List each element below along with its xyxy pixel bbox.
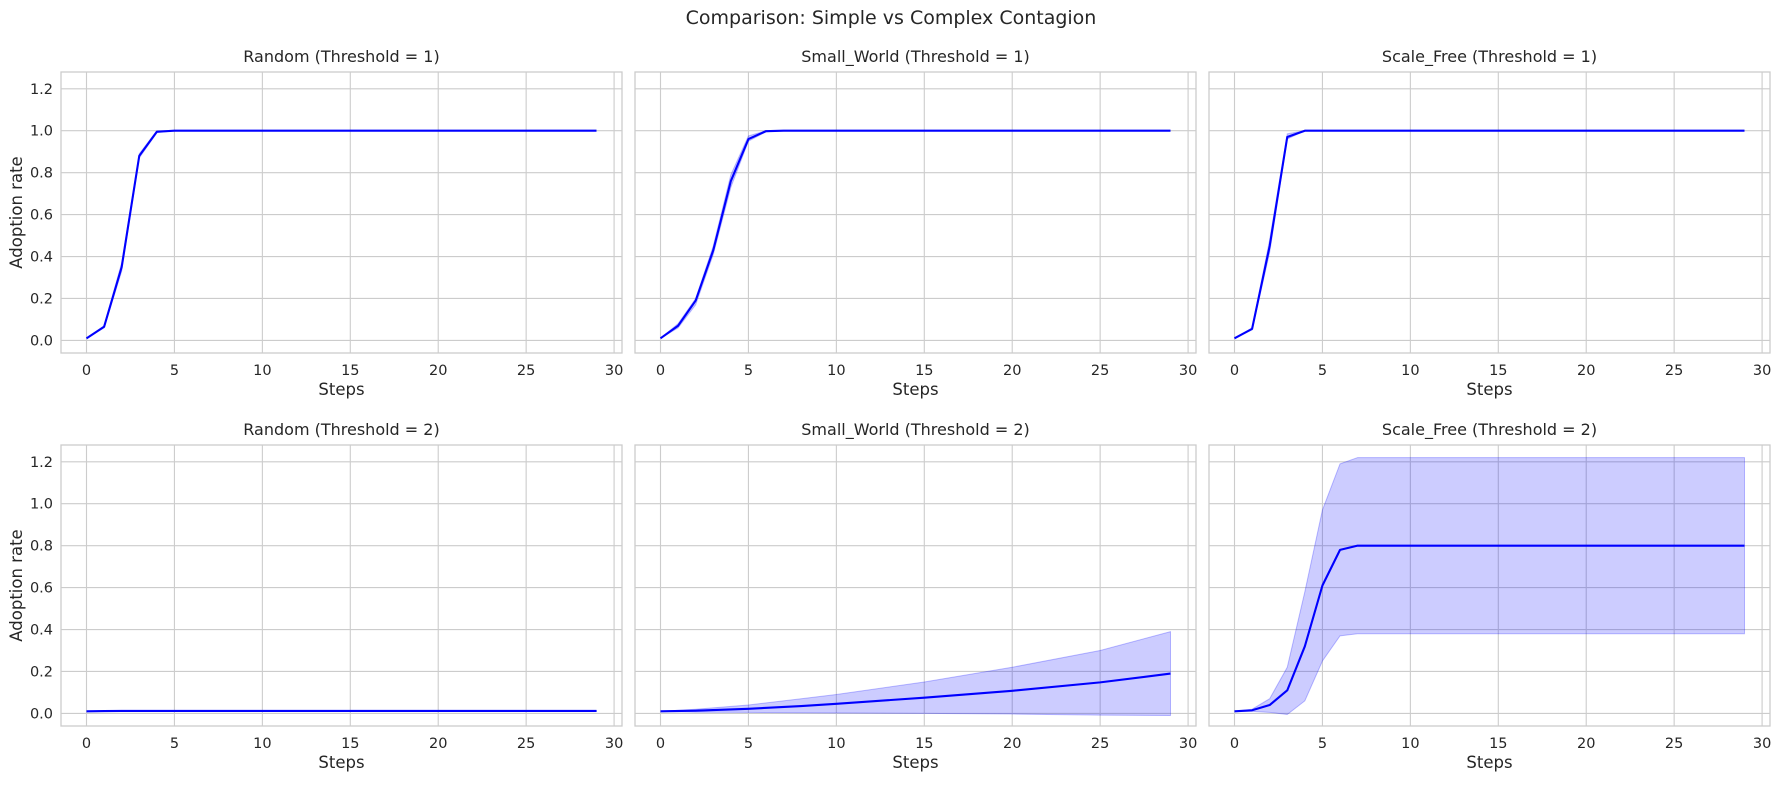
x-tick-label: 0 bbox=[1230, 363, 1239, 379]
subplot-title: Random (Threshold = 2) bbox=[243, 420, 439, 439]
y-axis-label: Adoption rate bbox=[7, 156, 26, 268]
y-tick-label: 0.0 bbox=[30, 333, 53, 349]
x-tick-label: 5 bbox=[1318, 736, 1327, 752]
x-tick-label: 20 bbox=[429, 736, 447, 752]
y-tick-label: 0.4 bbox=[30, 250, 53, 266]
subplot-title: Small_World (Threshold = 1) bbox=[801, 47, 1029, 67]
mean-line bbox=[1234, 544, 1745, 713]
mean-line bbox=[660, 672, 1171, 713]
plot-frame bbox=[634, 71, 1197, 354]
x-axis-label: Steps bbox=[1466, 753, 1512, 772]
subplot-grid: 0 5 10 15 20 25 30 0.0 0.2 0.4 0.6 0.8 1.0 1.2 Random … bbox=[7, 47, 1771, 772]
plot-frame bbox=[1208, 71, 1771, 354]
x-tick-label: 15 bbox=[915, 736, 933, 752]
x-tick-label: 0 bbox=[1230, 736, 1239, 752]
subplot-3: 0 5 10 15 20 25 30 Scale_Free (Threshold = 1) St… bbox=[1208, 47, 1771, 399]
confidence-band bbox=[1234, 130, 1745, 339]
x-tick-label: 25 bbox=[1091, 363, 1109, 379]
x-tick-label: 15 bbox=[915, 363, 933, 379]
subplot-4: 0 5 10 15 20 25 30 0.0 0.2 0.4 0.6 0.8 1.0 1.2 Random … bbox=[7, 420, 623, 772]
x-tick-label: 25 bbox=[517, 736, 535, 752]
y-tick-label: 1.0 bbox=[30, 124, 53, 140]
plot-frame bbox=[60, 71, 623, 354]
confidence-band bbox=[660, 130, 1171, 339]
subplot-title: Scale_Free (Threshold = 2) bbox=[1382, 420, 1597, 440]
x-tick-label: 10 bbox=[1401, 363, 1419, 379]
confidence-band bbox=[86, 130, 597, 339]
x-tick-label: 5 bbox=[170, 736, 179, 752]
x-axis-label: Steps bbox=[318, 753, 364, 772]
x-tick-label: 10 bbox=[253, 363, 271, 379]
plot-frame bbox=[634, 444, 1197, 727]
subplot-1: 0 5 10 15 20 25 30 0.0 0.2 0.4 0.6 0.8 1.0 1.2 Random … bbox=[7, 47, 623, 399]
x-tick-label: 5 bbox=[744, 736, 753, 752]
y-tick-label: 1.0 bbox=[30, 497, 53, 513]
x-axis-label: Steps bbox=[892, 753, 938, 772]
x-tick-label: 30 bbox=[1179, 363, 1197, 379]
x-tick-label: 0 bbox=[82, 736, 91, 752]
subplot-title: Small_World (Threshold = 2) bbox=[801, 420, 1029, 440]
plot-frame bbox=[60, 444, 623, 727]
x-tick-label: 10 bbox=[1401, 736, 1419, 752]
x-tick-label: 20 bbox=[429, 363, 447, 379]
y-tick-label: 0.2 bbox=[30, 291, 53, 307]
x-axis-label: Steps bbox=[1466, 380, 1512, 399]
x-tick-label: 5 bbox=[170, 363, 179, 379]
x-tick-label: 20 bbox=[1577, 363, 1595, 379]
x-tick-label: 10 bbox=[253, 736, 271, 752]
x-tick-label: 25 bbox=[1091, 736, 1109, 752]
subplot-5: 0 5 10 15 20 25 30 Small_World (Threshold = 2) S… bbox=[634, 420, 1197, 772]
subplot-6: 0 5 10 15 20 25 30 Scale_Free (Threshold = 2) St… bbox=[1208, 420, 1771, 772]
x-tick-label: 20 bbox=[1003, 736, 1021, 752]
confidence-band bbox=[1234, 457, 1745, 715]
x-tick-label: 30 bbox=[1179, 736, 1197, 752]
x-tick-label: 15 bbox=[341, 736, 359, 752]
mean-line bbox=[1234, 129, 1745, 340]
x-tick-label: 10 bbox=[827, 736, 845, 752]
mean-line bbox=[85, 129, 597, 340]
figure-title: Comparison: Simple vs Complex Contagion bbox=[686, 7, 1097, 29]
x-tick-label: 0 bbox=[82, 363, 91, 379]
y-tick-label: 0.6 bbox=[30, 581, 53, 597]
y-tick-label: 1.2 bbox=[30, 455, 53, 471]
y-axis-label: Adoption rate bbox=[7, 529, 26, 641]
y-tick-label: 0.8 bbox=[30, 539, 53, 555]
subplot-title: Random (Threshold = 1) bbox=[243, 47, 439, 66]
x-tick-label: 10 bbox=[827, 363, 845, 379]
x-tick-label: 20 bbox=[1577, 736, 1595, 752]
plot-frame bbox=[1208, 444, 1771, 727]
x-tick-label: 0 bbox=[656, 363, 665, 379]
x-tick-label: 25 bbox=[1665, 736, 1683, 752]
x-tick-label: 25 bbox=[517, 363, 535, 379]
y-tick-label: 0.4 bbox=[30, 623, 53, 639]
x-tick-label: 30 bbox=[605, 363, 623, 379]
y-tick-label: 0.0 bbox=[30, 706, 53, 722]
x-tick-label: 15 bbox=[1489, 736, 1507, 752]
x-axis-label: Steps bbox=[892, 380, 938, 399]
y-tick-label: 0.2 bbox=[30, 664, 53, 680]
x-tick-label: 25 bbox=[1665, 363, 1683, 379]
x-tick-label: 30 bbox=[1753, 736, 1771, 752]
x-tick-label: 15 bbox=[1489, 363, 1507, 379]
x-tick-label: 5 bbox=[1318, 363, 1327, 379]
x-tick-label: 5 bbox=[744, 363, 753, 379]
x-tick-label: 20 bbox=[1003, 363, 1021, 379]
x-tick-label: 30 bbox=[605, 736, 623, 752]
subplot-title: Scale_Free (Threshold = 1) bbox=[1382, 47, 1597, 67]
confidence-band bbox=[660, 630, 1171, 717]
x-axis-label: Steps bbox=[318, 380, 364, 399]
x-tick-label: 15 bbox=[341, 363, 359, 379]
y-tick-label: 0.6 bbox=[30, 208, 53, 224]
x-tick-label: 30 bbox=[1753, 363, 1771, 379]
y-tick-label: 0.8 bbox=[30, 166, 53, 182]
mean-line bbox=[659, 129, 1171, 340]
x-tick-label: 0 bbox=[656, 736, 665, 752]
subplot-2: 0 5 10 15 20 25 30 Small_World (Threshold = 1) S… bbox=[634, 47, 1197, 399]
y-tick-label: 1.2 bbox=[30, 82, 53, 98]
